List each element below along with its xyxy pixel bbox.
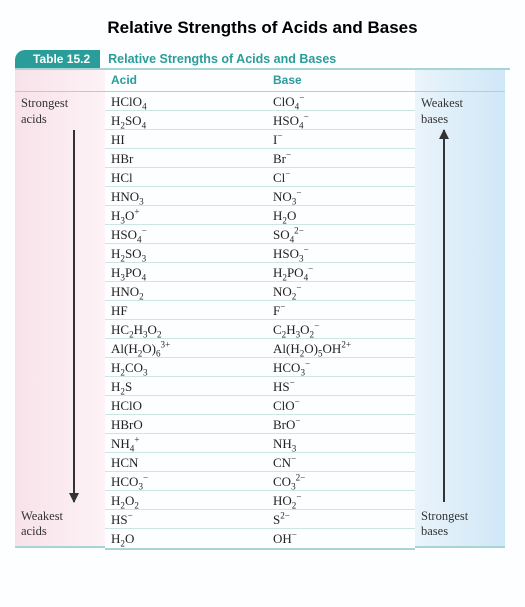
base-cell: Br− — [267, 149, 415, 168]
acid-cell: HNO2 — [105, 282, 267, 301]
acid-cell: H2CO3 — [105, 358, 267, 377]
acid-cell: Al(H2O)63+ — [105, 339, 267, 358]
acid-cell: H3PO4 — [105, 263, 267, 282]
base-cell: F− — [267, 301, 415, 320]
acid-cell: HSO4− — [105, 225, 267, 244]
acid-cell: HI — [105, 130, 267, 149]
table-caption: Relative Strengths of Acids and Bases — [100, 52, 336, 66]
base-cell: CN− — [267, 453, 415, 472]
acid-cell: H2SO4 — [105, 111, 267, 130]
base-cell: HS− — [267, 377, 415, 396]
base-cell: ClO− — [267, 396, 415, 415]
base-cell: HO2− — [267, 491, 415, 510]
acid-cell: NH4+ — [105, 434, 267, 453]
base-cell: Cl− — [267, 168, 415, 187]
base-cell: S2− — [267, 510, 415, 529]
blank-header — [415, 70, 505, 92]
base-cell: HSO3− — [267, 244, 415, 263]
arrow-down-icon — [73, 130, 75, 502]
base-cell: H2PO4− — [267, 263, 415, 282]
acid-cell: HCl — [105, 168, 267, 187]
acid-cell: HF — [105, 301, 267, 320]
strength-table: Strongestacids Weakestacids Acid HClO4H2… — [15, 68, 510, 550]
base-cell: NO2− — [267, 282, 415, 301]
acid-column-header: Acid — [105, 70, 267, 92]
arrow-up-icon — [443, 130, 445, 502]
acid-strength-gradient: Strongestacids Weakestacids — [15, 70, 105, 548]
acid-cell: H2SO3 — [105, 244, 267, 263]
page-title: Relative Strengths of Acids and Bases — [15, 18, 510, 38]
base-cell: NH3 — [267, 434, 415, 453]
base-cell: SO42− — [267, 225, 415, 244]
acid-cell: HClO4 — [105, 92, 267, 111]
acid-cell: HCN — [105, 453, 267, 472]
base-cell: H2O — [267, 206, 415, 225]
weakest-bases-label: Weakestbases — [421, 96, 463, 127]
base-cell: OH− — [267, 529, 415, 548]
table-number-tag: Table 15.2 — [15, 50, 100, 68]
base-cell: HSO4− — [267, 111, 415, 130]
base-cell: BrO− — [267, 415, 415, 434]
acid-cell: HBr — [105, 149, 267, 168]
acid-cell: HNO3 — [105, 187, 267, 206]
acid-cell: HClO — [105, 396, 267, 415]
base-column-header: Base — [267, 70, 415, 92]
strongest-bases-label: Strongestbases — [421, 509, 468, 540]
strongest-acids-label: Strongestacids — [21, 96, 68, 127]
acid-cell: HC2H3O2 — [105, 320, 267, 339]
weakest-acids-label: Weakestacids — [21, 509, 63, 540]
blank-header — [15, 70, 105, 92]
acid-cell: H2O — [105, 529, 267, 548]
base-cell: C2H3O2− — [267, 320, 415, 339]
acid-cell: HCO3− — [105, 472, 267, 491]
base-strength-gradient: Weakestbases Strongestbases — [415, 70, 505, 548]
base-column: Base ClO4−HSO4−I−Br−Cl−NO3−H2OSO42−HSO3−… — [267, 70, 415, 550]
base-cell: Al(H2O)5OH2+ — [267, 339, 415, 358]
acid-cell: H2O2 — [105, 491, 267, 510]
acid-cell: HBrO — [105, 415, 267, 434]
base-cell: ClO4− — [267, 92, 415, 111]
acid-cell: H3O+ — [105, 206, 267, 225]
acid-cell: HS− — [105, 510, 267, 529]
base-cell: NO3− — [267, 187, 415, 206]
table-header: Table 15.2 Relative Strengths of Acids a… — [15, 50, 510, 68]
base-cell: HCO3− — [267, 358, 415, 377]
acid-cell: H2S — [105, 377, 267, 396]
acid-column: Acid HClO4H2SO4HIHBrHClHNO3H3O+HSO4−H2SO… — [105, 70, 267, 550]
base-cell: I− — [267, 130, 415, 149]
base-cell: CO32− — [267, 472, 415, 491]
